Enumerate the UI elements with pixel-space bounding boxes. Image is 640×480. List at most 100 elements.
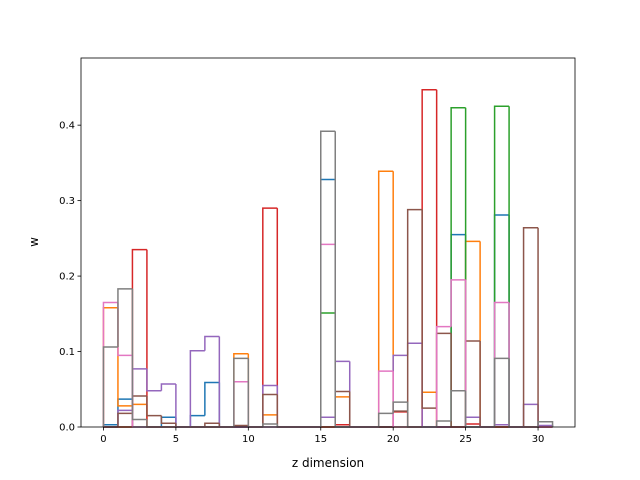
hist-step: [233, 380, 249, 427]
x-tick-label: 0: [100, 434, 106, 445]
hist-step: [537, 227, 553, 428]
hist-step: [450, 333, 466, 428]
hist-step: [493, 214, 510, 427]
hist-step: [262, 393, 278, 427]
hist-step: [146, 249, 162, 428]
hist-step: [537, 420, 554, 427]
hist-step: [146, 368, 162, 392]
hist-step: [175, 383, 191, 428]
y-tick-label: 0.0: [59, 423, 75, 434]
hist-step: [320, 178, 336, 427]
hist-step: [508, 358, 524, 428]
hist-step: [406, 208, 423, 412]
hist-step: [522, 403, 539, 427]
hist-step: [377, 370, 394, 427]
hist-step: [406, 411, 423, 428]
hist-step: [334, 360, 350, 418]
hist-step: [233, 357, 249, 427]
hist-step: [320, 416, 336, 427]
hist-step: [464, 234, 481, 428]
hist-step: [146, 396, 162, 417]
hist-step: [204, 381, 220, 416]
hist-step: [276, 394, 292, 428]
hist-step: [146, 419, 162, 428]
hist-step: [508, 106, 524, 428]
hist-step: [175, 417, 191, 428]
x-tick-label: 10: [242, 434, 255, 445]
hist-step: [479, 417, 495, 428]
hist-step: [464, 340, 481, 427]
hist-step: [102, 307, 118, 427]
hist-step: [262, 384, 278, 427]
hist-step: [464, 107, 481, 428]
hist-step: [479, 340, 495, 428]
hist-step: [262, 423, 278, 427]
x-tick-label: 5: [173, 434, 179, 445]
hist-step: [131, 288, 147, 421]
hist-step: [450, 233, 466, 427]
hist-step: [131, 355, 147, 428]
hist-step: [320, 312, 336, 427]
hist-step: [435, 420, 452, 427]
hist-step: [479, 241, 495, 428]
x-axis-label: z dimension: [292, 456, 364, 470]
y-tick-label: 0.4: [59, 121, 75, 132]
hist-step: [334, 131, 350, 428]
hist-step: [204, 335, 220, 351]
hist-step: [276, 423, 292, 428]
hist-step: [233, 353, 249, 427]
hist-step: [377, 170, 394, 427]
hist-step: [435, 332, 452, 409]
x-tick-label: 15: [314, 434, 327, 445]
hist-step: [262, 414, 278, 427]
hist-step: [493, 105, 510, 427]
hist-step: [450, 390, 466, 421]
x-tick-label: 30: [532, 434, 545, 445]
hist-step: [392, 354, 408, 427]
hist-step: [464, 240, 481, 427]
hist-step: [160, 383, 176, 391]
y-tick-label: 0.1: [59, 347, 75, 358]
hist-step: [421, 343, 437, 428]
hist-step: [276, 385, 292, 428]
hist-step: [348, 391, 365, 428]
hist-step: [247, 358, 263, 428]
hist-step: [406, 342, 423, 356]
hist-step: [493, 357, 510, 427]
hist-step: [160, 415, 176, 424]
hist-step: [508, 214, 524, 428]
hist-step: [189, 414, 205, 427]
hist-step: [320, 243, 336, 427]
hist-step: [131, 403, 147, 406]
hist-step: [189, 350, 205, 427]
hist-step: [377, 412, 394, 427]
hist-step: [320, 130, 336, 427]
hist-step: [421, 391, 437, 427]
hist-step: [508, 302, 524, 428]
y-tick-label: 0.3: [59, 196, 75, 207]
hist-step: [102, 301, 118, 427]
hist-step: [247, 381, 263, 428]
y-tick-label: 0.2: [59, 272, 75, 283]
hist-step: [406, 402, 423, 428]
hist-step: [392, 371, 408, 428]
hist-step: [334, 179, 350, 428]
hist-step: [421, 88, 437, 427]
y-axis-label: w: [27, 237, 41, 247]
hist-step: [276, 414, 292, 428]
x-tick-label: 25: [459, 434, 472, 445]
hist-step: [247, 353, 263, 428]
hist-step: [464, 416, 481, 427]
x-tick-label: 20: [387, 434, 400, 445]
hist-step: [493, 301, 510, 427]
hist-step: [392, 401, 408, 414]
hist-step: [435, 392, 452, 428]
hist-step: [450, 279, 466, 327]
hist-step: [435, 89, 452, 428]
hist-step: [435, 325, 452, 427]
hist-step: [334, 244, 350, 428]
hist-step: [392, 411, 408, 427]
hist-step: [348, 361, 365, 428]
axes-frame: [80, 57, 576, 428]
